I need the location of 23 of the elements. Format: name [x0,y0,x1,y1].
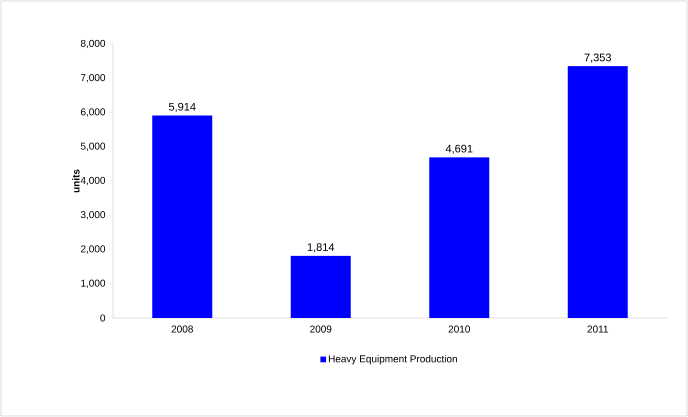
y-tick-label: 3,000 [80,211,106,220]
x-tick-label: 2009 [310,326,332,333]
x-tick-label: 2008 [172,326,193,333]
bar [290,256,351,318]
bar [568,66,628,318]
y-tick-label: 6,000 [80,108,106,117]
y-tick-label: 2,000 [80,245,106,254]
y-tick-label: 0 [100,314,106,322]
y-tick-label: 1,000 [81,280,106,288]
legend-label: Heavy Equipment Production [328,355,457,364]
data-label: 5,914 [168,102,196,112]
y-tick-label: 8,000 [80,40,106,48]
x-tick-label: 2010 [448,326,470,333]
data-label: 1,814 [308,243,334,252]
x-tick-label: 2011 [587,326,608,333]
data-label: 4,691 [446,144,472,154]
data-label: 7,353 [584,54,612,63]
bar [429,157,490,318]
y-axis-title: units [72,169,80,192]
y-tick-label: 5,000 [80,142,106,151]
y-tick-label: 7,000 [80,74,106,82]
bar [152,115,212,318]
y-tick-label: 4,000 [80,176,106,186]
